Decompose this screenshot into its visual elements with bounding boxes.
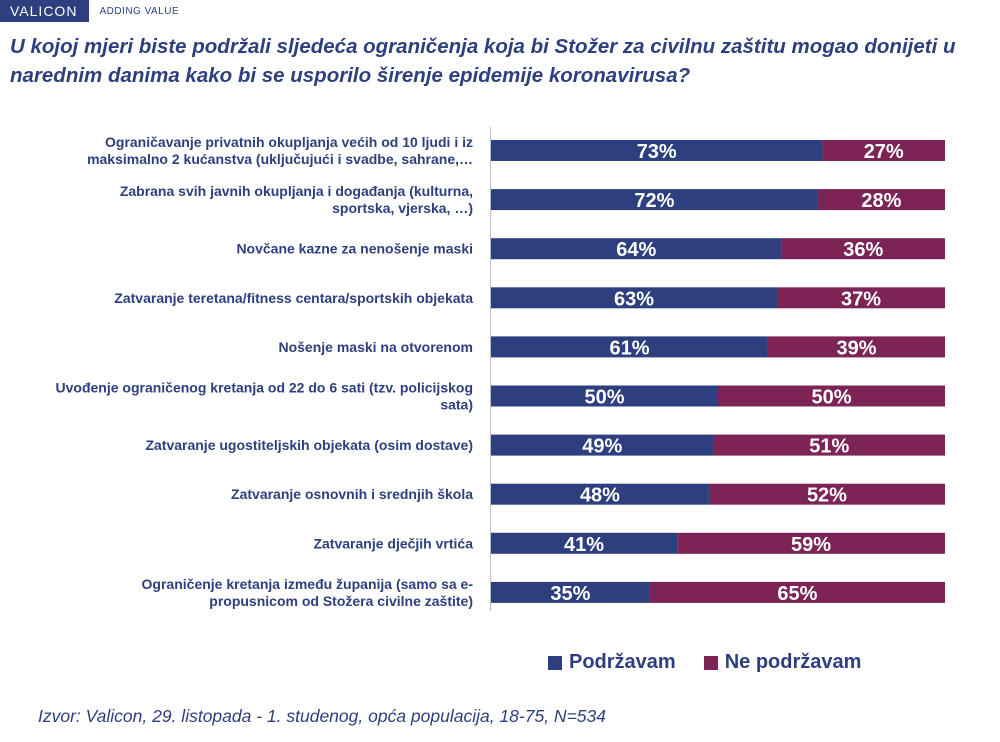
- category-label-line: sportska, vjerska, …): [332, 200, 473, 216]
- data-label-support: 63%: [614, 288, 654, 310]
- bar-oppose: [822, 140, 945, 161]
- bar-support: [491, 336, 768, 358]
- category-label: Ograničenje kretanja između županija (sa…: [142, 576, 474, 609]
- data-label-oppose: 51%: [809, 436, 849, 458]
- chart-legend: Podržavam Ne podržavam: [548, 651, 889, 674]
- category-label-line: propusnicom od Stožera civilne zaštite): [209, 593, 473, 609]
- data-label-oppose: 65%: [777, 583, 817, 605]
- category-label: Zatvaranje dječjih vrtića: [313, 535, 473, 551]
- data-label-oppose: 37%: [841, 288, 881, 310]
- category-label-line: Zabrana svih javnih okupljanja i događan…: [120, 183, 473, 199]
- category-label-line: Zatvaranje osnovnih i srednjih škola: [231, 486, 473, 502]
- legend-item-oppose: Ne podržavam: [703, 651, 862, 674]
- data-label-oppose: 59%: [791, 534, 831, 556]
- data-label-oppose: 28%: [861, 190, 901, 212]
- data-label-support: 61%: [609, 337, 649, 359]
- bar-support: [491, 581, 650, 603]
- category-label-line: Ograničenje kretanja između županija (sa…: [142, 576, 474, 592]
- bar-support: [491, 189, 818, 211]
- data-label-support: 50%: [584, 387, 624, 409]
- category-label: Novčane kazne za nenošenje maski: [236, 241, 473, 257]
- legend-label-oppose: Ne podržavam: [724, 651, 862, 673]
- bar-oppose: [677, 532, 945, 554]
- data-label-oppose: 50%: [811, 387, 851, 409]
- data-label-oppose: 52%: [807, 485, 847, 507]
- bar-support: [491, 238, 782, 260]
- legend-swatch-oppose: [703, 655, 718, 670]
- brand-logo: VALICON: [0, 0, 90, 22]
- bar-oppose: [767, 336, 945, 358]
- bar-oppose: [713, 434, 945, 456]
- category-label: Ograničavanje privatnih okupljanja većih…: [87, 134, 473, 167]
- category-label-line: Zatvaranje dječjih vrtića: [313, 535, 473, 551]
- data-label-oppose: 27%: [864, 141, 904, 163]
- category-label: Nošenje maski na otvorenom: [278, 339, 473, 355]
- data-label-support: 48%: [580, 485, 620, 507]
- category-label-line: Novčane kazne za nenošenje maski: [236, 241, 473, 257]
- category-label: Zabrana svih javnih okupljanja i događan…: [120, 183, 473, 216]
- data-label-support: 35%: [550, 583, 590, 605]
- category-label-line: Ograničavanje privatnih okupljanja većih…: [105, 134, 473, 150]
- category-label: Zatvaranje teretana/fitness centara/spor…: [114, 290, 473, 306]
- bar-support: [491, 483, 709, 505]
- category-label-line: Nošenje maski na otvorenom: [278, 339, 473, 355]
- category-label-line: Uvođenje ograničenog kretanja od 22 do 6…: [56, 380, 474, 396]
- category-label: Zatvaranje ugostiteljskih objekata (osim…: [145, 437, 473, 453]
- category-label-line: Zatvaranje teretana/fitness centara/spor…: [114, 290, 473, 306]
- bar-oppose: [817, 189, 945, 211]
- bar-oppose: [781, 238, 945, 260]
- bar-support: [491, 532, 678, 554]
- data-label-support: 73%: [637, 141, 677, 163]
- category-label: Uvođenje ograničenog kretanja od 22 do 6…: [56, 380, 474, 413]
- bar-support: [491, 287, 778, 309]
- data-label-oppose: 36%: [843, 239, 883, 261]
- source-note: Izvor: Valicon, 29. listopada - 1. stude…: [38, 706, 606, 726]
- category-label-line: sata): [440, 397, 473, 413]
- bar-oppose: [649, 581, 945, 603]
- category-label-line: maksimalno 2 kućanstva (uključujući i sv…: [87, 151, 473, 167]
- data-label-support: 64%: [616, 239, 656, 261]
- legend-swatch-support: [548, 655, 562, 670]
- data-label-support: 41%: [564, 534, 604, 556]
- bar-support: [491, 385, 718, 407]
- bar-oppose: [708, 483, 945, 505]
- legend-label-support: Podržavam: [569, 651, 676, 673]
- chart-title: U kojoj mjeri biste podržali sljedeća og…: [10, 35, 956, 87]
- bar-oppose: [718, 385, 945, 407]
- bar-support: [491, 434, 714, 456]
- legend-item-support: Podržavam: [548, 651, 676, 674]
- data-label-support: 49%: [582, 436, 622, 458]
- bar-oppose: [777, 287, 945, 309]
- category-label: Zatvaranje osnovnih i srednjih škola: [231, 486, 473, 502]
- bar-support: [491, 140, 823, 161]
- category-label-line: Zatvaranje ugostiteljskih objekata (osim…: [145, 437, 473, 453]
- brand-tagline: ADDING VALUE: [99, 5, 180, 17]
- brand-header: VALICON ADDING VALUE: [0, 0, 179, 22]
- data-label-oppose: 39%: [836, 337, 876, 359]
- data-label-support: 72%: [634, 190, 674, 212]
